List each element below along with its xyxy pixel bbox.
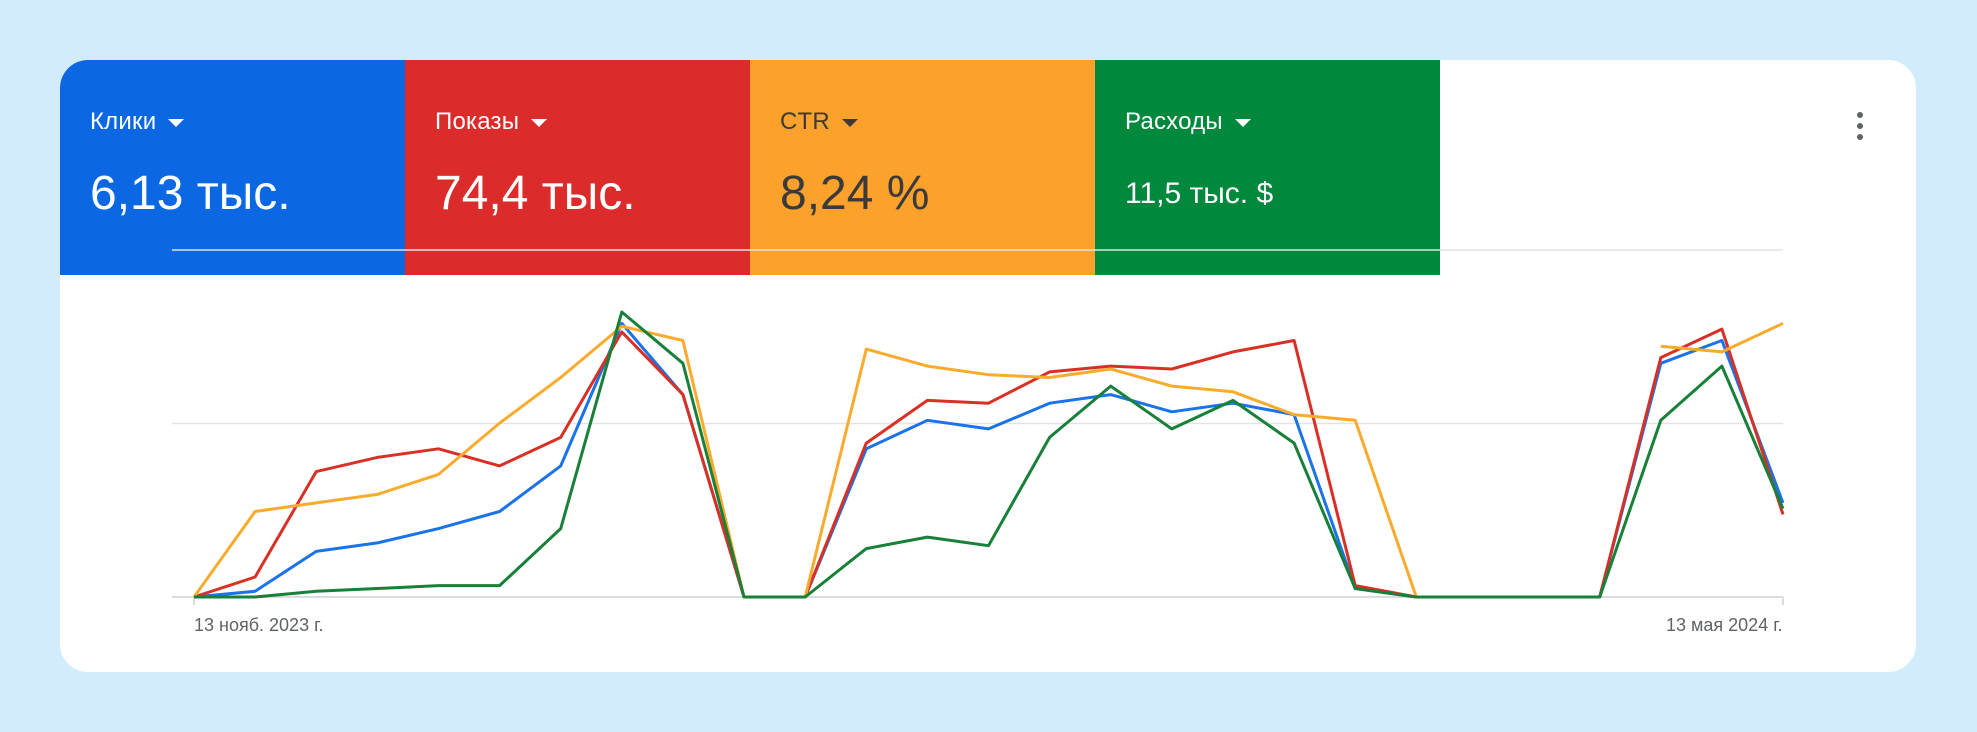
metric-tab-cost[interactable]: Расходы 11,5 тыс. $ (1095, 60, 1440, 275)
dropdown-arrow-icon[interactable] (1234, 119, 1251, 127)
dropdown-arrow-icon[interactable] (168, 119, 185, 127)
series-line-2[interactable] (193, 327, 1785, 599)
x-tick-label-start: 13 нояб. 2023 г. (194, 615, 324, 635)
series-line-4[interactable] (194, 310, 1785, 599)
performance-line-chart (172, 249, 1785, 605)
metric-value: 8,24 % (780, 167, 930, 220)
series-line-3[interactable] (192, 322, 1784, 599)
metric-tab-clicks[interactable]: Клики 6,13 тыс. (60, 60, 405, 275)
metric-value: 6,13 тыс. (90, 167, 291, 220)
performance-card: Клики 6,13 тыс. Показы 74,4 тыс. CTR 8,2… (60, 60, 1916, 672)
metric-value: 11,5 тыс. $ (1125, 177, 1274, 210)
x-tick-label-end: 13 мая 2024 г. (1666, 615, 1783, 635)
metric-tab-impressions[interactable]: Показы 74,4 тыс. (405, 60, 750, 275)
metric-value: 74,4 тыс. (435, 167, 636, 220)
metric-label: CTR (780, 108, 830, 135)
metric-label: Показы (435, 108, 520, 135)
series-line-1[interactable] (193, 321, 1785, 599)
dropdown-arrow-icon[interactable] (531, 119, 548, 127)
metric-label: Клики (90, 108, 157, 135)
metric-tab-ctr[interactable]: CTR 8,24 % (750, 60, 1095, 275)
dropdown-arrow-icon[interactable] (841, 119, 858, 127)
metric-label: Расходы (1125, 108, 1223, 135)
metric-tabs: Клики 6,13 тыс. Показы 74,4 тыс. CTR 8,2… (60, 60, 1440, 275)
more-vert-icon[interactable] (1848, 108, 1872, 144)
